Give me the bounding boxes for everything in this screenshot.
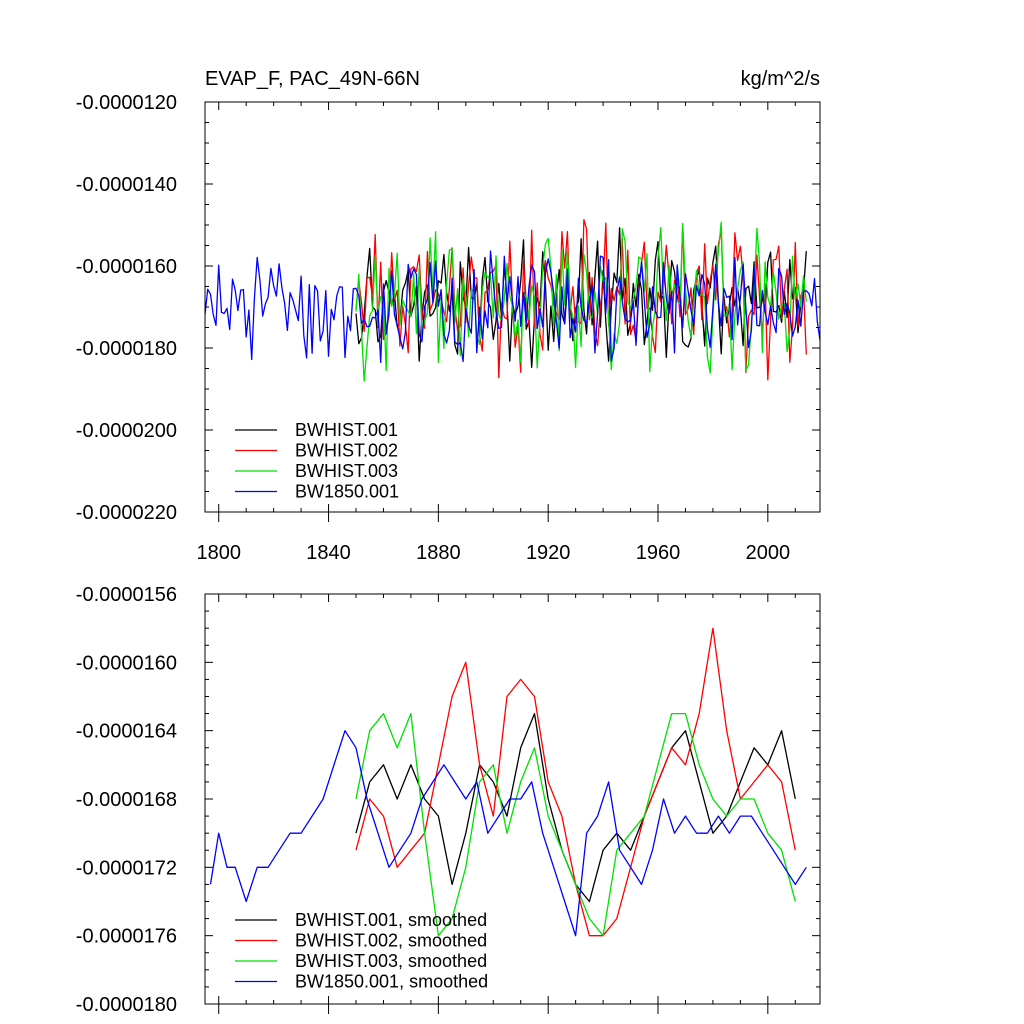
x-tick-label: 1920 <box>526 542 571 564</box>
legend-label: BWHIST.001, smoothed <box>295 910 487 930</box>
series-line-3 <box>355 221 807 382</box>
y-tick-label: -0.0000180 <box>76 994 177 1016</box>
y-tick-label: -0.0000200 <box>76 420 177 442</box>
x-tick-label: 1800 <box>196 542 241 564</box>
legend-label: BW1850.001 <box>295 482 399 502</box>
top-plot-area: -0.0000120 -0.0000140 -0.0000160 -0.0000180… <box>76 92 821 564</box>
x-tick-label: 1960 <box>636 542 681 564</box>
x-tick-label: 2000 <box>746 542 791 564</box>
x-tick-label: 1880 <box>416 542 461 564</box>
legend-label: BW1850.001, smoothed <box>295 972 488 992</box>
bottom-plot-frame <box>204 593 821 1005</box>
legend-label: BWHIST.001 <box>295 420 398 440</box>
y-tick-label: -0.0000140 <box>76 174 177 196</box>
legend-label: BWHIST.002 <box>295 441 398 461</box>
y-tick-label: -0.0000156 <box>76 584 177 606</box>
series-line-4 <box>204 250 821 363</box>
top-title-left: EVAP_F, PAC_49N-66N <box>205 68 420 90</box>
y-tick-label: -0.0000120 <box>76 92 177 114</box>
y-tick-label: -0.0000168 <box>76 789 177 811</box>
y-tick-label: -0.0000220 <box>76 502 177 524</box>
x-tick-label: 1840 <box>306 542 351 564</box>
legend-label: BWHIST.003 <box>295 461 398 481</box>
series-line-3 <box>355 712 796 937</box>
y-tick-label: -0.0000164 <box>76 721 177 743</box>
y-tick-label: -0.0000160 <box>76 256 177 278</box>
series-line-4 <box>209 730 807 937</box>
series-line-1 <box>355 227 807 368</box>
y-tick-label: -0.0000172 <box>76 857 177 879</box>
bottom-plot-area: -0.0000156 -0.0000160 -0.0000164 -0.0000168… <box>76 584 820 1016</box>
legend-label: BWHIST.002, smoothed <box>295 931 487 951</box>
y-tick-label: -0.0000176 <box>76 926 177 948</box>
y-tick-label: -0.0000160 <box>76 652 177 674</box>
legend-label: BWHIST.003, smoothed <box>295 951 487 971</box>
y-tick-label: -0.0000180 <box>76 338 177 360</box>
top-plot-frame <box>204 101 821 513</box>
series-line-2 <box>355 627 796 937</box>
top-title-right: kg/m^2/s <box>741 68 820 90</box>
